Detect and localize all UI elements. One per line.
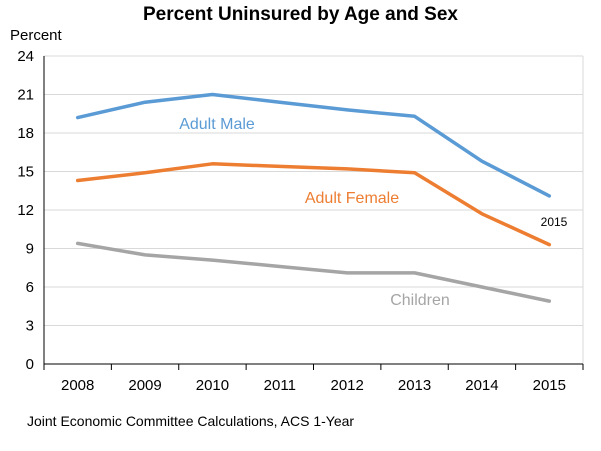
series-line-adult-male (75, 92, 552, 198)
labels: Adult Male Adult Female Children 2015 (179, 116, 567, 309)
gridlines (44, 55, 584, 364)
x-tick-label: 2015 (533, 377, 566, 394)
x-tick-label: 2011 (264, 377, 296, 394)
series-label-adult-male: Adult Male (179, 116, 255, 133)
x-tick-label: 2013 (398, 377, 431, 394)
source-note: Joint Economic Committee Calculations, A… (27, 413, 355, 429)
x-tick-label: 2008 (61, 377, 94, 394)
annotation-2015: 2015 (541, 215, 568, 229)
chart-title: Percent Uninsured by Age and Sex (143, 4, 458, 25)
series-line-adult-female (75, 162, 552, 247)
y-tick-label: 18 (17, 125, 34, 142)
x-tick-label: 2014 (465, 377, 498, 394)
series-lines (75, 92, 552, 303)
y-tick-label: 21 (17, 87, 34, 104)
series-label-adult-female: Adult Female (305, 190, 399, 207)
axes: 0 3 6 9 12 15 18 21 24 2008 2009 2010 2011 2012 2013 20… (17, 48, 584, 394)
x-tick-label: 2009 (128, 377, 161, 394)
series-line-children (75, 241, 552, 303)
y-tick-label: 3 (26, 318, 34, 335)
y-tick-label: 12 (17, 202, 34, 219)
series-label-children: Children (390, 292, 450, 309)
y-tick-label: 24 (17, 48, 34, 65)
y-axis-label: Percent (10, 27, 62, 44)
x-tick-label: 2010 (196, 377, 229, 394)
y-tick-label: 15 (17, 164, 34, 181)
y-tick-label: 0 (26, 356, 34, 373)
y-tick-label: 6 (26, 279, 34, 296)
y-tick-label: 9 (26, 241, 34, 258)
x-tick-label: 2012 (331, 377, 364, 394)
